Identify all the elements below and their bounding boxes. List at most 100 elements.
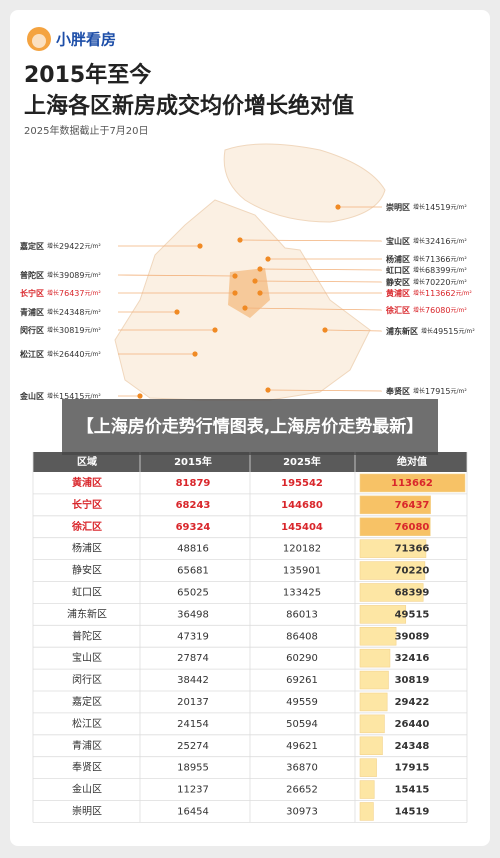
change-value: 15415	[395, 785, 430, 796]
unit: 元/m²	[84, 309, 101, 316]
cell: 81879	[176, 478, 211, 489]
cell: 18955	[177, 763, 209, 774]
leader-line	[239, 239, 383, 242]
unit: 元/m²	[84, 327, 101, 334]
cell: 133425	[283, 587, 321, 598]
prefix: 增长	[47, 350, 59, 358]
unit: 元/m²	[450, 256, 467, 263]
unit: 元/m²	[458, 328, 475, 335]
cell: 68243	[176, 500, 211, 511]
cell: 26652	[286, 785, 318, 796]
map-label: 虹口区 增长68399元/m²	[386, 265, 467, 275]
change-value: 29422	[395, 697, 430, 708]
cell: 虹口区	[72, 586, 102, 598]
value: 113662	[425, 289, 456, 298]
cell: 浦东新区	[67, 607, 107, 620]
map-dot	[242, 305, 248, 311]
map-dot	[335, 204, 341, 210]
value: 76437	[59, 289, 84, 298]
change-bar	[359, 714, 385, 734]
cell: 36870	[286, 763, 318, 774]
unit: 元/m²	[450, 204, 467, 211]
cell: 144680	[281, 500, 323, 511]
change-bar	[359, 561, 426, 580]
cell: 86408	[286, 631, 318, 642]
cell: 杨浦区	[72, 542, 102, 555]
cell: 30973	[286, 806, 318, 817]
map-dot	[197, 243, 203, 249]
change-bar	[359, 517, 431, 536]
value: 49515	[433, 327, 458, 336]
cell: 27874	[177, 653, 209, 664]
cell: 松江区	[72, 717, 102, 730]
change-bar	[359, 670, 389, 690]
map	[114, 143, 386, 401]
change-value: 32416	[395, 653, 430, 664]
map-label: 徐汇区 增长76080元/m²	[385, 305, 467, 315]
district: 徐汇区	[385, 305, 410, 315]
title-line1: 2015年至今	[24, 62, 151, 88]
district: 嘉定区	[19, 241, 44, 251]
district: 杨浦区	[386, 254, 410, 264]
cell: 崇明区	[72, 805, 102, 817]
map-label: 浦东新区 增长49515元/m²	[386, 326, 475, 336]
district: 普陀区	[20, 270, 44, 280]
change-value: 70220	[395, 566, 430, 577]
logo-face	[32, 34, 46, 48]
change-value: 30819	[395, 675, 430, 686]
map-label: 崇明区 增长14519元/m²	[386, 202, 467, 212]
map-label: 黄浦区 增长113662元/m²	[386, 288, 472, 298]
change-value: 113662	[391, 478, 433, 489]
prefix: 增长	[47, 326, 59, 334]
value: 26440	[59, 350, 84, 359]
map-dot	[137, 393, 143, 399]
cell: 黄浦区	[72, 476, 102, 489]
value: 32416	[425, 237, 450, 246]
map-center	[228, 268, 270, 318]
change-bar	[359, 583, 424, 602]
unit: 元/m²	[84, 393, 101, 400]
change-value: 17915	[395, 763, 430, 774]
cell: 25274	[177, 741, 209, 752]
change-value: 24348	[395, 741, 430, 752]
district: 金山区	[19, 391, 44, 401]
map-label: 闵行区 增长30819元/m²	[20, 325, 101, 335]
cell: 48816	[177, 544, 209, 555]
change-bar	[359, 736, 383, 755]
district: 奉贤区	[385, 386, 410, 396]
map-label: 宝山区 增长32416元/m²	[386, 236, 467, 246]
prefix: 增长	[413, 266, 425, 274]
cell: 青浦区	[72, 739, 102, 752]
district: 静安区	[386, 277, 410, 287]
value: 71366	[425, 255, 450, 264]
value: 70220	[425, 278, 450, 287]
note: 2025年数据截止于7月20日	[24, 124, 149, 137]
map-label: 松江区 增长26440元/m²	[20, 349, 101, 359]
change-bar	[359, 473, 466, 493]
map-label: 奉贤区 增长17915元/m²	[385, 386, 467, 396]
map-label: 杨浦区 增长71366元/m²	[386, 254, 467, 264]
map-dot	[174, 309, 180, 315]
unit: 元/m²	[450, 279, 467, 286]
cell: 嘉定区	[72, 695, 102, 708]
unit: 元/m²	[84, 351, 101, 358]
map-island	[223, 143, 386, 223]
cell: 36498	[177, 609, 209, 620]
cell: 24154	[177, 719, 209, 730]
prefix: 增长	[47, 308, 59, 316]
change-bar	[359, 626, 397, 646]
map-label: 普陀区 增长39089元/m²	[20, 270, 101, 280]
value: 24348	[59, 308, 84, 317]
map-dot	[212, 327, 218, 333]
value: 17915	[425, 387, 450, 396]
cell: 长宁区	[72, 498, 102, 511]
district: 宝山区	[386, 236, 410, 246]
unit: 元/m²	[456, 290, 473, 297]
prefix: 增长	[413, 278, 425, 286]
district: 崇明区	[386, 202, 410, 212]
map-label: 嘉定区 增长29422元/m²	[19, 241, 101, 251]
unit: 元/m²	[450, 238, 467, 245]
value: 76080	[425, 306, 450, 315]
cell: 195542	[281, 478, 323, 489]
